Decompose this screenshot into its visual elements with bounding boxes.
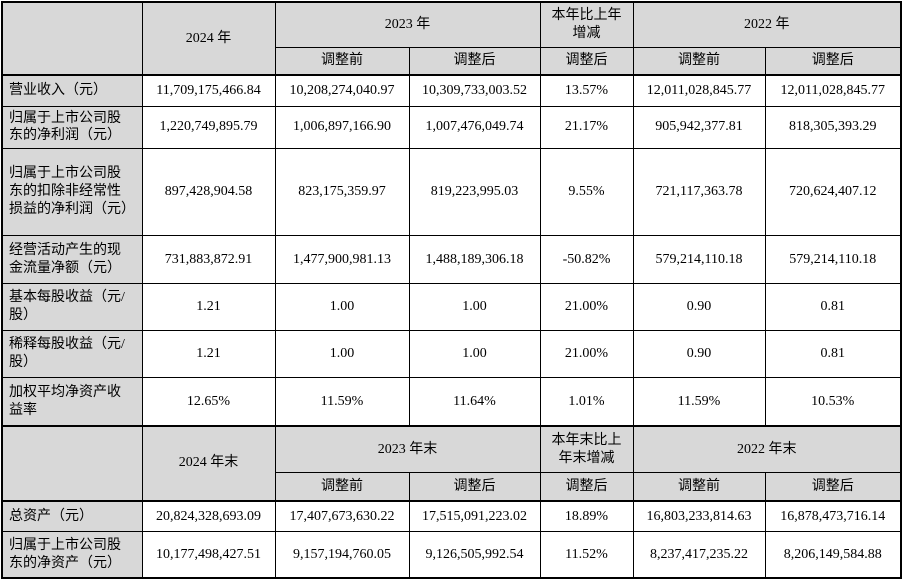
header-yearend-2022: 2022 年末 <box>632 424 902 474</box>
row-label: 总资产（元） <box>1 500 143 533</box>
cell-2022-pre: 11.59% <box>632 377 766 427</box>
cell-2024: 1,220,749,895.79 <box>141 105 276 150</box>
cell-2023-post: 17,515,091,223.02 <box>408 500 541 533</box>
cell-2022-pre: 8,237,417,235.22 <box>632 531 766 579</box>
row-label: 基本每股收益（元/股） <box>1 283 143 332</box>
cell-2022-post: 720,624,407.12 <box>764 148 902 237</box>
cell-2024: 20,824,328,693.09 <box>141 500 276 533</box>
header-year-2023: 2023 年 <box>274 1 541 48</box>
row-label: 归属于上市公司股东的净利润（元） <box>1 105 143 150</box>
header-yearend-change: 本年末比上年末增减 <box>539 424 634 474</box>
cell-2022-pre: 16,803,233,814.63 <box>632 500 766 533</box>
cell-2023-pre: 11.59% <box>274 377 410 427</box>
cell-2023-post: 1,007,476,049.74 <box>408 105 541 150</box>
cell-2022-post: 12,011,028,845.77 <box>764 74 902 107</box>
cell-2023-post: 1,488,189,306.18 <box>408 235 541 285</box>
cell-2022-pre: 905,942,377.81 <box>632 105 766 150</box>
cell-change: 13.57% <box>539 74 634 107</box>
subheader-change-adj-after: 调整后 <box>539 46 634 76</box>
cell-2023-pre: 1,006,897,166.90 <box>274 105 410 150</box>
cell-change: 1.01% <box>539 377 634 427</box>
subheader-2022-adj-after: 调整后 <box>764 472 902 502</box>
cell-2024: 12.65% <box>141 377 276 427</box>
row-label: 归属于上市公司股东的扣除非经常性损益的净利润（元） <box>1 148 143 237</box>
cell-2022-pre: 12,011,028,845.77 <box>632 74 766 107</box>
cell-2022-post: 16,878,473,716.14 <box>764 500 902 533</box>
table-row: 稀释每股收益（元/股） 1.21 1.00 1.00 21.00% 0.90 0… <box>1 330 902 379</box>
cell-2023-post: 1.00 <box>408 283 541 332</box>
subheader-2022-adj-after: 调整后 <box>764 46 902 76</box>
corner-cell <box>1 424 143 502</box>
cell-2024: 1.21 <box>141 330 276 379</box>
row-label: 经营活动产生的现金流量净额（元） <box>1 235 143 285</box>
cell-change: 9.55% <box>539 148 634 237</box>
header-yearend-2024: 2024 年末 <box>141 424 276 502</box>
cell-change: -50.82% <box>539 235 634 285</box>
cell-2024: 11,709,175,466.84 <box>141 74 276 107</box>
row-label: 加权平均净资产收益率 <box>1 377 143 427</box>
table-row: 总资产（元） 20,824,328,693.09 17,407,673,630.… <box>1 500 902 533</box>
cell-2024: 731,883,872.91 <box>141 235 276 285</box>
row-label: 营业收入（元） <box>1 74 143 107</box>
subheader-change-adj-after: 调整后 <box>539 472 634 502</box>
subheader-2023-adj-before: 调整前 <box>274 46 410 76</box>
subheader-2023-adj-after: 调整后 <box>408 472 541 502</box>
header-yearend-2023: 2023 年末 <box>274 424 541 474</box>
subheader-2023-adj-before: 调整前 <box>274 472 410 502</box>
table-row: 归属于上市公司股东的扣除非经常性损益的净利润（元） 897,428,904.58… <box>1 148 902 237</box>
cell-2024: 10,177,498,427.51 <box>141 531 276 579</box>
cell-2024: 1.21 <box>141 283 276 332</box>
cell-2023-pre: 1,477,900,981.13 <box>274 235 410 285</box>
cell-2023-post: 9,126,505,992.54 <box>408 531 541 579</box>
cell-2023-post: 819,223,995.03 <box>408 148 541 237</box>
cell-2023-pre: 10,208,274,040.97 <box>274 74 410 107</box>
cell-2023-pre: 823,175,359.97 <box>274 148 410 237</box>
corner-cell <box>1 1 143 76</box>
cell-2023-pre: 9,157,194,760.05 <box>274 531 410 579</box>
cell-2022-pre: 0.90 <box>632 283 766 332</box>
cell-change: 21.00% <box>539 330 634 379</box>
cell-2022-post: 8,206,149,584.88 <box>764 531 902 579</box>
subheader-2023-adj-after: 调整后 <box>408 46 541 76</box>
cell-change: 21.00% <box>539 283 634 332</box>
cell-2023-post: 11.64% <box>408 377 541 427</box>
cell-2022-post: 0.81 <box>764 330 902 379</box>
subheader-2022-adj-before: 调整前 <box>632 46 766 76</box>
cell-2022-post: 579,214,110.18 <box>764 235 902 285</box>
row-label: 稀释每股收益（元/股） <box>1 330 143 379</box>
cell-2022-post: 10.53% <box>764 377 902 427</box>
cell-change: 18.89% <box>539 500 634 533</box>
subheader-2022-adj-before: 调整前 <box>632 472 766 502</box>
table-row: 加权平均净资产收益率 12.65% 11.59% 11.64% 1.01% 11… <box>1 377 902 427</box>
cell-change: 21.17% <box>539 105 634 150</box>
cell-change: 11.52% <box>539 531 634 579</box>
cell-2023-post: 10,309,733,003.52 <box>408 74 541 107</box>
table-row: 经营活动产生的现金流量净额（元） 731,883,872.91 1,477,90… <box>1 235 902 285</box>
cell-2022-post: 818,305,393.29 <box>764 105 902 150</box>
cell-2022-pre: 0.90 <box>632 330 766 379</box>
table-row: 归属于上市公司股东的净资产（元） 10,177,498,427.51 9,157… <box>1 531 902 579</box>
table-row: 营业收入（元） 11,709,175,466.84 10,208,274,040… <box>1 74 902 107</box>
cell-2022-pre: 579,214,110.18 <box>632 235 766 285</box>
header-year-2022: 2022 年 <box>632 1 902 48</box>
cell-2023-pre: 1.00 <box>274 283 410 332</box>
cell-2024: 897,428,904.58 <box>141 148 276 237</box>
header-year-2024: 2024 年 <box>141 1 276 76</box>
cell-2023-post: 1.00 <box>408 330 541 379</box>
header-change: 本年比上年增减 <box>539 1 634 48</box>
table-row: 归属于上市公司股东的净利润（元） 1,220,749,895.79 1,006,… <box>1 105 902 150</box>
cell-2023-pre: 1.00 <box>274 330 410 379</box>
row-label: 归属于上市公司股东的净资产（元） <box>1 531 143 579</box>
cell-2022-pre: 721,117,363.78 <box>632 148 766 237</box>
table-row: 基本每股收益（元/股） 1.21 1.00 1.00 21.00% 0.90 0… <box>1 283 902 332</box>
cell-2022-post: 0.81 <box>764 283 902 332</box>
cell-2023-pre: 17,407,673,630.22 <box>274 500 410 533</box>
